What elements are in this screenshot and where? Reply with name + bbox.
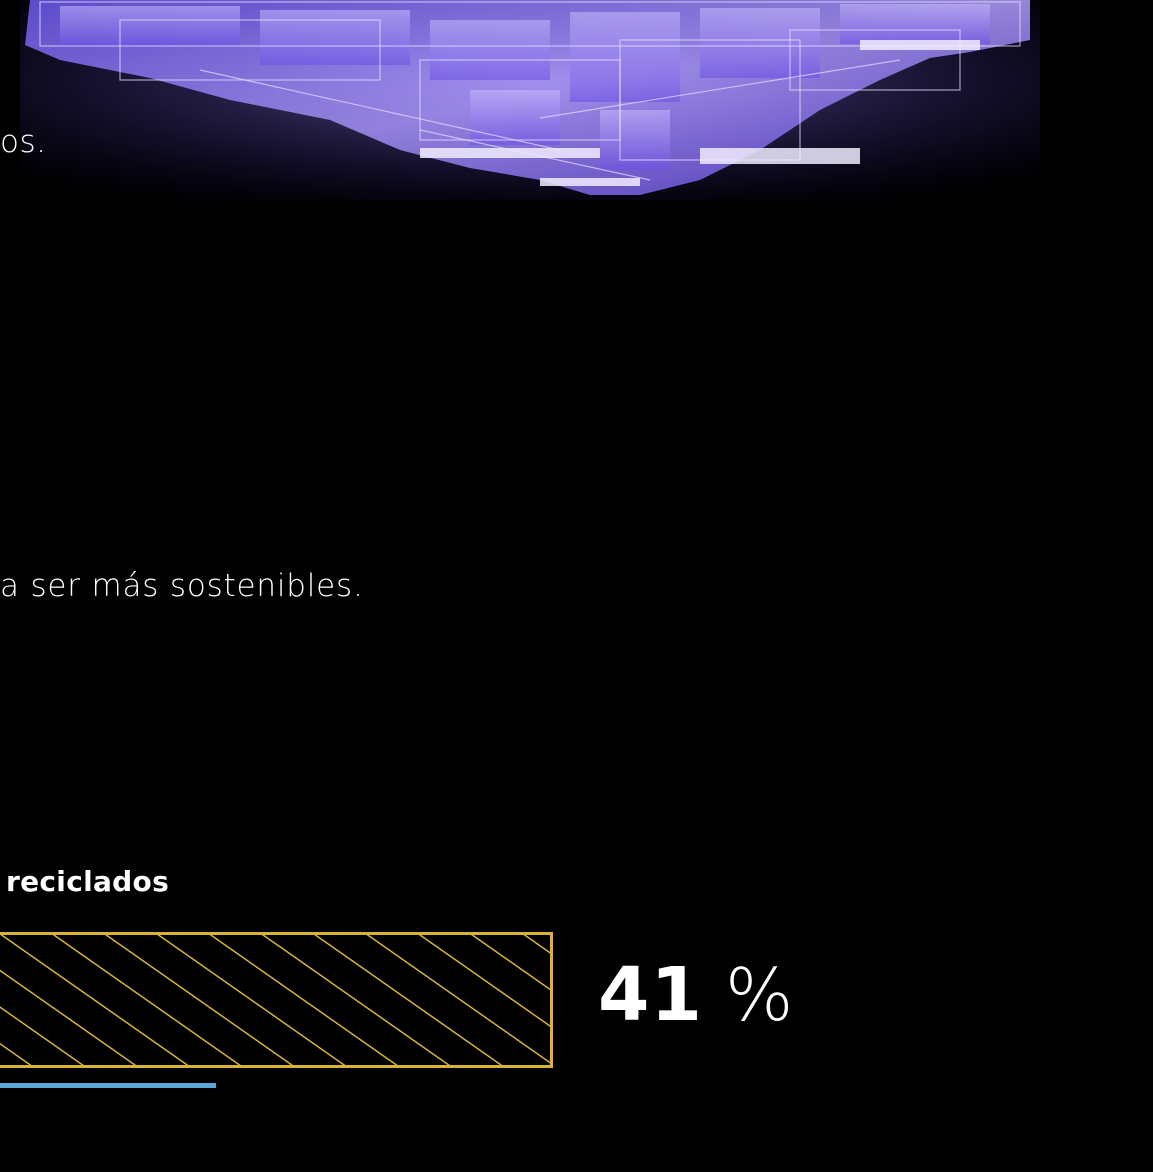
partial-text-line: a ser más sostenibles. [0, 568, 364, 604]
progress-bar-frame [0, 932, 553, 1068]
partial-text-line: os. [0, 124, 47, 160]
progress-bar-fill [0, 934, 552, 1066]
stat-value: 41 % [598, 952, 793, 1044]
percent-unit: % [724, 953, 794, 1037]
stat-number: 41 [598, 952, 703, 1038]
glass-building-illustration [0, 0, 1060, 215]
recycled-progress-bar [0, 932, 554, 1068]
stat-label: reciclados [6, 865, 170, 898]
accent-underline [0, 1083, 216, 1088]
